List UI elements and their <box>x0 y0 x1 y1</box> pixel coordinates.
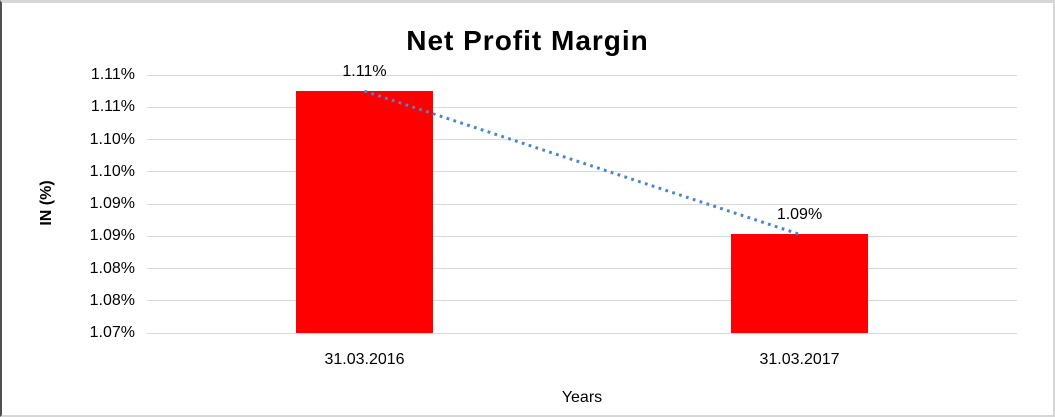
gridline <box>147 268 1017 269</box>
y-tick-label: 1.11% <box>90 66 135 83</box>
y-tick-label: 1.10% <box>89 130 135 148</box>
y-tick-label: 1.09% <box>89 227 135 245</box>
y-tick-label: 1.10% <box>89 162 135 180</box>
y-tick-label: 1.08% <box>89 259 135 277</box>
gridline <box>147 74 1017 76</box>
gridline <box>147 106 1017 108</box>
gridline <box>147 203 1017 205</box>
gridline <box>147 171 1017 173</box>
y-tick-label: 1.09% <box>89 195 135 212</box>
x-tick-label: 31.03.2016 <box>324 351 405 368</box>
bar <box>296 91 433 333</box>
y-tick-label: 1.07% <box>89 324 135 341</box>
gridline <box>147 139 1017 140</box>
y-axis-title: IN (%) <box>38 180 55 226</box>
trendline <box>364 89 800 236</box>
y-tick-label: 1.08% <box>89 291 135 309</box>
gridline <box>147 332 1017 334</box>
bar-data-label: 1.09% <box>776 206 823 224</box>
bar-data-label: 1.11% <box>342 63 387 81</box>
gridline <box>147 300 1017 302</box>
chart-title: Net Profit Margin <box>406 25 649 56</box>
x-axis-title: Years <box>561 389 603 406</box>
gridline <box>147 235 1017 237</box>
x-tick-label: 31.03.2017 <box>759 351 840 368</box>
bar <box>731 234 868 333</box>
y-tick-label: 1.11% <box>90 98 135 116</box>
